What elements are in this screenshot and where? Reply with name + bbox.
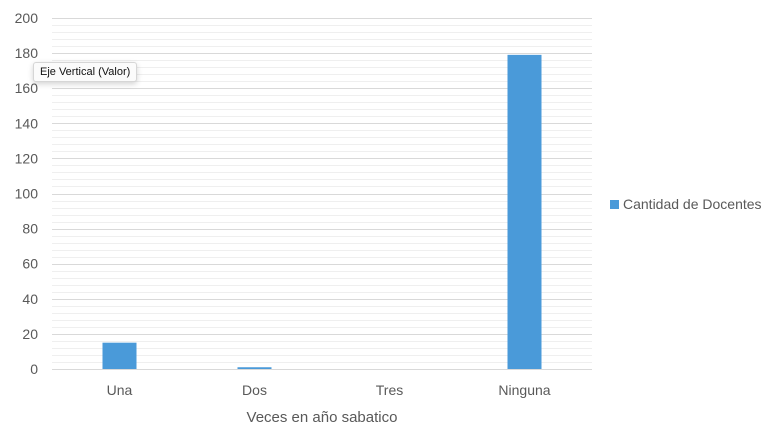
legend-swatch [610, 200, 619, 209]
y-tick-label: 120 [15, 150, 39, 166]
bars [102, 54, 542, 369]
y-tick-label: 140 [15, 115, 39, 131]
x-axis-title: Veces en año sabatico [247, 409, 398, 426]
x-tick-label: Tres [376, 382, 403, 398]
y-tick-label: 20 [22, 326, 38, 342]
x-axis-ticks: Una Dos Tres Ninguna [107, 382, 551, 398]
gridlines [52, 18, 592, 363]
y-tick-label: 160 [15, 80, 39, 96]
bar-dos[interactable] [237, 367, 272, 369]
y-axis-ticks: 0 20 40 60 80 100 120 140 160 180 200 [15, 10, 39, 377]
y-tick-label: 60 [22, 256, 38, 272]
y-tick-label: 40 [22, 291, 38, 307]
y-tick-label: 180 [15, 45, 39, 61]
bar-una[interactable] [102, 342, 137, 369]
y-tick-label: 80 [22, 221, 38, 237]
y-tick-label: 200 [15, 10, 39, 26]
x-tick-label: Ninguna [498, 382, 550, 398]
legend[interactable]: Cantidad de Docentes [610, 196, 762, 212]
bar-ninguna[interactable] [507, 54, 542, 369]
y-tick-label: 100 [15, 186, 39, 202]
x-tick-label: Dos [242, 382, 267, 398]
legend-label: Cantidad de Docentes [623, 196, 762, 212]
x-tick-label: Una [107, 382, 133, 398]
y-tick-label: 0 [30, 361, 38, 377]
axis-tooltip: Eje Vertical (Valor) [33, 62, 138, 82]
